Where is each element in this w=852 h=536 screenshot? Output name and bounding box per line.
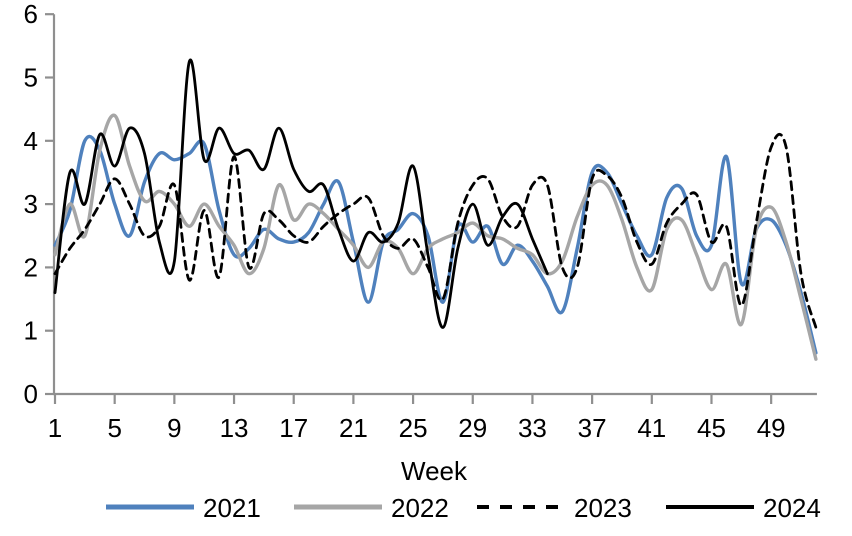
x-tick-label-5: 5: [107, 413, 121, 443]
y-tick-label-6: 6: [24, 0, 38, 29]
legend-label-2024: 2024: [763, 493, 821, 523]
x-tick-label-45: 45: [697, 413, 726, 443]
x-tick-label-29: 29: [458, 413, 487, 443]
x-tick-label-13: 13: [220, 413, 249, 443]
x-tick-label-9: 9: [167, 413, 181, 443]
x-tick-label-25: 25: [399, 413, 428, 443]
y-tick-label-0: 0: [24, 379, 38, 409]
x-axis-title: Week: [401, 456, 468, 486]
y-tick-label-2: 2: [24, 252, 38, 282]
legend-label-2021: 2021: [203, 493, 261, 523]
x-tick-label-37: 37: [578, 413, 607, 443]
x-tick-label-41: 41: [637, 413, 666, 443]
x-tick-label-17: 17: [279, 413, 308, 443]
y-tick-label-5: 5: [24, 63, 38, 93]
x-tick-label-21: 21: [339, 413, 368, 443]
y-tick-label-3: 3: [24, 189, 38, 219]
series-line-2023: [53, 133, 818, 329]
y-tick-label-4: 4: [24, 126, 38, 156]
legend-label-2023: 2023: [574, 493, 632, 523]
x-tick-label-49: 49: [757, 413, 786, 443]
x-tick-label-33: 33: [518, 413, 547, 443]
x-tick-label-1: 1: [48, 413, 62, 443]
legend-label-2022: 2022: [391, 493, 449, 523]
series-line-2024: [53, 58, 549, 329]
series-line-2021: [53, 134, 818, 355]
series-line-2022: [53, 113, 818, 361]
y-tick-label-1: 1: [24, 316, 38, 346]
